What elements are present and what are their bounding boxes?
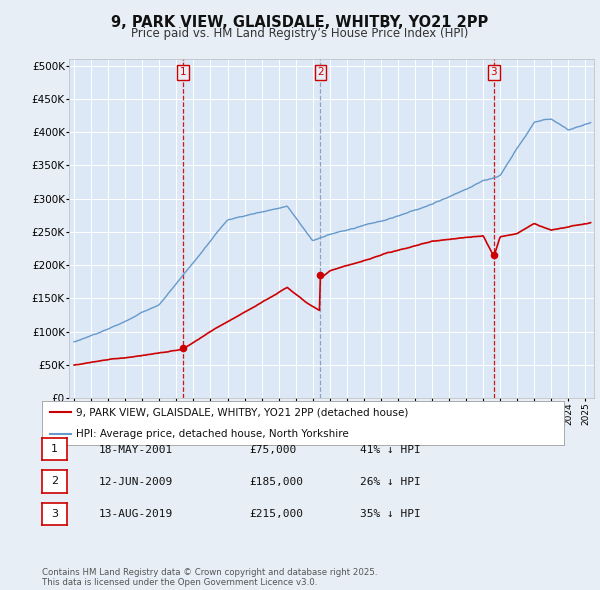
Point [178, 343, 187, 353]
Text: 2: 2 [317, 67, 324, 77]
Text: 2: 2 [51, 477, 58, 486]
Point [489, 251, 499, 260]
Text: 18-MAY-2001: 18-MAY-2001 [99, 445, 173, 454]
Text: 3: 3 [51, 509, 58, 519]
Text: 9, PARK VIEW, GLAISDALE, WHITBY, YO21 2PP (detached house): 9, PARK VIEW, GLAISDALE, WHITBY, YO21 2P… [76, 407, 409, 417]
Text: Contains HM Land Registry data © Crown copyright and database right 2025.
This d: Contains HM Land Registry data © Crown c… [42, 568, 377, 587]
Text: 41% ↓ HPI: 41% ↓ HPI [360, 445, 421, 454]
Text: 1: 1 [51, 444, 58, 454]
Text: HPI: Average price, detached house, North Yorkshire: HPI: Average price, detached house, Nort… [76, 430, 349, 440]
Text: 13-AUG-2019: 13-AUG-2019 [99, 510, 173, 519]
Text: 1: 1 [179, 67, 186, 77]
Text: £215,000: £215,000 [249, 510, 303, 519]
Text: £75,000: £75,000 [249, 445, 296, 454]
Text: £185,000: £185,000 [249, 477, 303, 487]
Text: 9, PARK VIEW, GLAISDALE, WHITBY, YO21 2PP: 9, PARK VIEW, GLAISDALE, WHITBY, YO21 2P… [112, 15, 488, 30]
Text: 12-JUN-2009: 12-JUN-2009 [99, 477, 173, 487]
Point [316, 270, 325, 280]
Text: Price paid vs. HM Land Registry’s House Price Index (HPI): Price paid vs. HM Land Registry’s House … [131, 27, 469, 40]
Text: 3: 3 [490, 67, 497, 77]
Text: 26% ↓ HPI: 26% ↓ HPI [360, 477, 421, 487]
Text: 35% ↓ HPI: 35% ↓ HPI [360, 510, 421, 519]
